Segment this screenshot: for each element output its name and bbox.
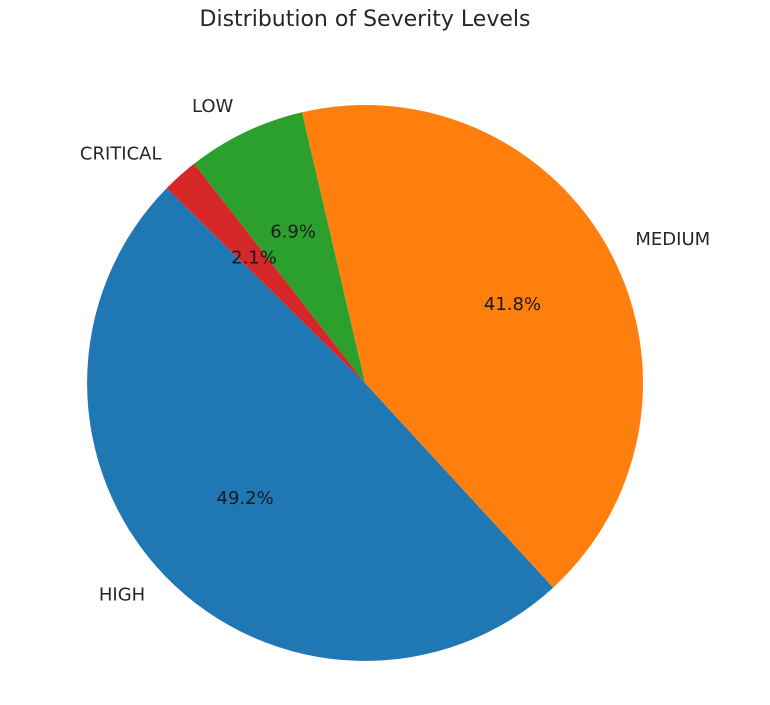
slice-label-critical: CRITICAL xyxy=(80,144,162,165)
pct-label-high: 49.2% xyxy=(217,488,274,509)
slice-label-low: LOW xyxy=(192,96,234,117)
slice-label-high: HIGH xyxy=(99,585,145,606)
pct-label-medium: 41.8% xyxy=(484,294,541,315)
pie-slices xyxy=(87,104,644,661)
pie-slice-critical xyxy=(166,163,365,383)
chart-title: Distribution of Severity Levels xyxy=(200,7,531,32)
pie-slice-medium xyxy=(301,104,644,588)
slice-label-medium: MEDIUM xyxy=(635,229,710,250)
pie-slice-low xyxy=(194,112,365,383)
pie-labels: HIGH 49.2% MEDIUM 41.8% LOW 6.9% CRITICAL 2.1% xyxy=(80,96,710,606)
pct-label-critical: 2.1% xyxy=(231,248,277,269)
pct-label-low: 6.9% xyxy=(270,222,316,243)
pie-slice-high xyxy=(87,188,554,661)
